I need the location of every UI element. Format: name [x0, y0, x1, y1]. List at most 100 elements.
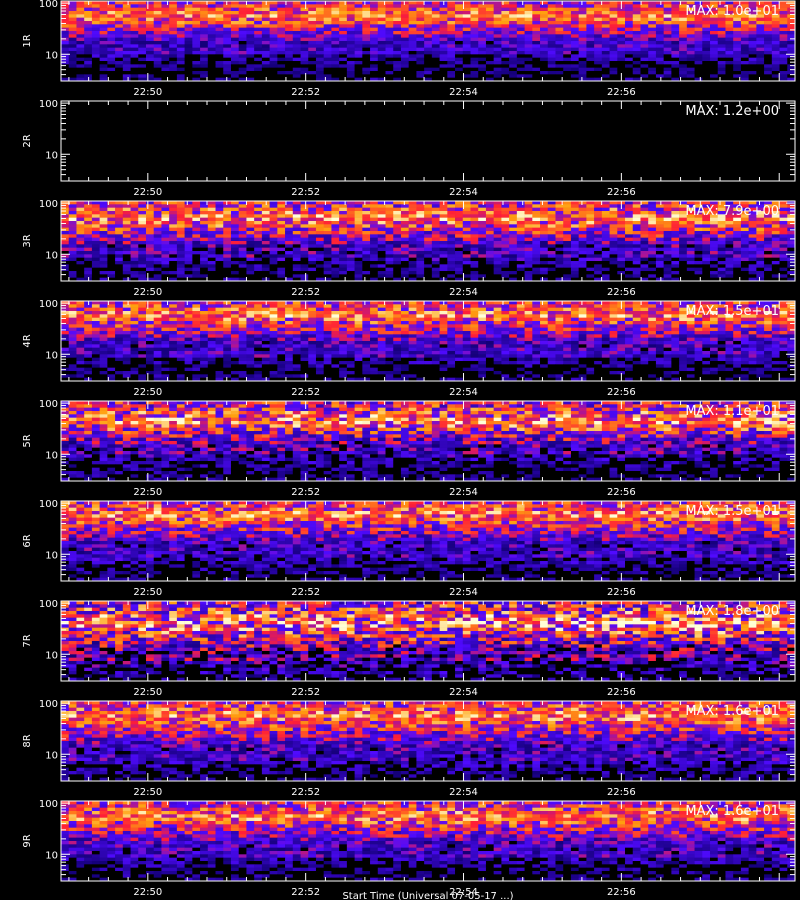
heatmap-cell — [115, 217, 124, 222]
heatmap-cell — [122, 37, 131, 42]
heatmap-cell — [625, 37, 634, 42]
heatmap-cell — [702, 7, 711, 12]
heatmap-cell — [169, 207, 178, 212]
heatmap-cell — [640, 257, 649, 262]
heatmap-cell — [594, 1, 603, 5]
heatmap-cell — [416, 204, 425, 208]
heatmap-cell — [339, 224, 348, 228]
heatmap-cell — [285, 27, 294, 32]
heatmap-cell — [393, 54, 402, 58]
heatmap-cell — [455, 274, 464, 278]
heatmap-cell — [285, 37, 294, 42]
heatmap-cell — [300, 267, 309, 272]
heatmap-cell — [238, 4, 247, 8]
heatmap-cell — [230, 267, 240, 272]
heatmap-cell — [694, 77, 703, 82]
heatmap-cell — [377, 34, 386, 38]
heatmap-cell — [771, 237, 780, 242]
heatmap-cell — [400, 227, 409, 232]
heatmap-cell — [385, 7, 394, 12]
heatmap-cell — [570, 237, 579, 242]
heatmap-cell — [91, 74, 100, 78]
heatmap-cell — [300, 221, 309, 225]
heatmap-cell — [563, 204, 572, 208]
heatmap-cell — [145, 241, 155, 245]
heatmap-cell — [625, 247, 634, 252]
heatmap-cell — [184, 57, 193, 62]
heatmap-cell — [416, 274, 425, 278]
heatmap-cell — [300, 237, 309, 242]
heatmap-cell — [501, 44, 510, 48]
heatmap-cell — [215, 37, 224, 42]
heatmap-cell — [308, 34, 317, 38]
heatmap-cell — [277, 1, 286, 5]
heatmap-cell — [509, 44, 518, 48]
heatmap-cell — [771, 241, 780, 245]
heatmap-cell — [702, 51, 711, 55]
heatmap-cell — [478, 264, 487, 268]
heatmap-cell — [733, 207, 742, 212]
heatmap-cell — [447, 57, 456, 62]
heatmap-cell — [393, 261, 402, 265]
heatmap-cell — [501, 207, 510, 212]
heatmap-cell — [431, 251, 440, 255]
heatmap-cell — [346, 4, 355, 8]
heatmap-cell — [447, 21, 456, 25]
heatmap-cell — [122, 34, 131, 38]
heatmap-cell — [215, 257, 224, 262]
heatmap-cell — [99, 37, 108, 42]
heatmap-cell — [91, 4, 100, 8]
heatmap-cell — [648, 214, 657, 218]
heatmap-cell — [153, 57, 162, 62]
heatmap-cell — [740, 54, 749, 58]
heatmap-cell — [269, 64, 278, 68]
heatmap-cell — [99, 7, 108, 12]
heatmap-cell — [153, 267, 162, 272]
heatmap-cell — [91, 201, 100, 205]
heatmap-cell — [470, 34, 479, 38]
heatmap-cell — [570, 234, 579, 238]
heatmap-cell — [84, 71, 93, 75]
heatmap-cell — [138, 4, 147, 8]
heatmap-cell — [501, 301, 510, 305]
heatmap-cell — [748, 1, 757, 5]
heatmap-cell — [455, 14, 464, 18]
heatmap-cell — [455, 7, 464, 12]
heatmap-cell — [285, 51, 294, 55]
heatmap-cell — [61, 61, 70, 65]
heatmap-cell — [493, 254, 502, 258]
heatmap-cell — [292, 277, 301, 282]
heatmap-cell — [570, 61, 579, 65]
heatmap-cell — [91, 234, 100, 238]
heatmap-cell — [308, 17, 317, 22]
heatmap-cell — [725, 274, 734, 278]
heatmap-cell — [215, 74, 224, 78]
heatmap-cell — [292, 301, 301, 305]
heatmap-cell — [130, 264, 139, 268]
heatmap-cell — [215, 17, 224, 22]
heatmap-cell — [300, 4, 309, 8]
heatmap-cell — [61, 51, 70, 55]
heatmap-cell — [261, 231, 270, 235]
heatmap-cell — [215, 47, 224, 52]
heatmap-cell — [694, 271, 703, 275]
heatmap-cell — [563, 244, 572, 248]
heatmap-cell — [447, 61, 456, 65]
heatmap-cell — [679, 274, 688, 278]
heatmap-cell — [764, 254, 773, 258]
heatmap-cell — [76, 247, 85, 252]
heatmap-cell — [385, 201, 394, 205]
heatmap-cell — [570, 217, 579, 222]
heatmap-cell — [586, 264, 595, 268]
heatmap-cell — [184, 277, 193, 282]
heatmap-cell — [532, 217, 541, 222]
heatmap-cell — [524, 34, 533, 38]
heatmap-cell — [447, 264, 456, 268]
heatmap-cell — [717, 234, 726, 238]
heatmap-cell — [130, 237, 139, 242]
heatmap-cell — [594, 211, 603, 215]
heatmap-cell — [285, 274, 294, 278]
heatmap-cell — [694, 261, 703, 265]
heatmap-cell — [524, 74, 533, 78]
